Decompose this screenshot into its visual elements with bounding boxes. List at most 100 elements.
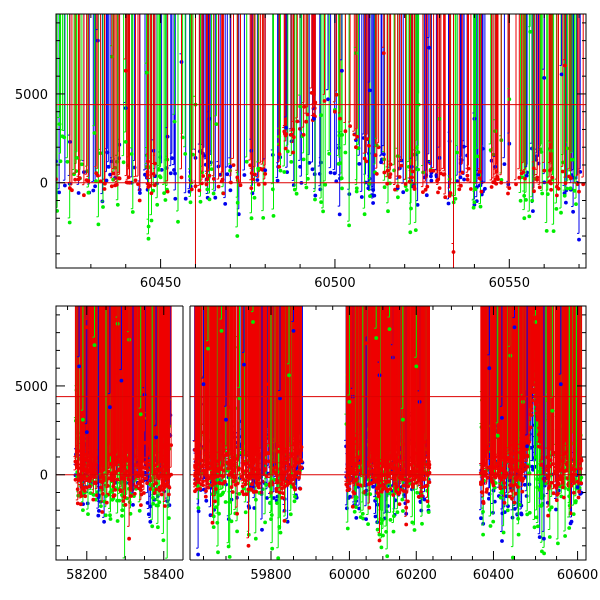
red-noise-point [367, 14, 371, 148]
red-noise-point [126, 14, 131, 180]
red-noise-point [98, 306, 103, 484]
red-noise-point [253, 14, 257, 177]
red-noise-point [106, 306, 111, 474]
green-noise-point [530, 14, 535, 203]
green-noise-point [156, 14, 161, 172]
red-noise-point [112, 306, 117, 461]
red-noise-point [468, 14, 473, 191]
red-noise-point [166, 306, 171, 497]
red-noise-point [133, 306, 138, 459]
green-noise-point [337, 14, 342, 138]
red-data-point [395, 14, 400, 189]
red-noise-point [88, 306, 93, 472]
red-data-point [277, 14, 282, 169]
red-noise-point [348, 14, 352, 128]
red-noise-point [457, 14, 462, 192]
red-noise-point [114, 14, 119, 187]
green-noise-point [163, 14, 168, 202]
blue-data-point [458, 14, 463, 180]
red-data-point [322, 14, 327, 103]
green-noise-point [96, 14, 101, 227]
red-noise-point [228, 14, 233, 185]
green-noise-point [321, 14, 325, 214]
red-noise-point [199, 306, 204, 469]
red-noise-point [194, 306, 199, 492]
red-noise-point [428, 14, 433, 173]
red-noise-point [299, 306, 304, 463]
red-noise-point [145, 14, 150, 177]
green-data-point [528, 14, 533, 34]
red-noise-point [94, 14, 99, 176]
red-noise-point [208, 306, 213, 479]
green-noise-point [183, 14, 188, 156]
red-noise-point [260, 14, 265, 172]
red-noise-point [83, 306, 88, 499]
red-data-point [535, 14, 540, 180]
red-data-point [479, 14, 484, 194]
red-noise-point [205, 14, 210, 182]
blue-noise-point [91, 14, 96, 193]
green-noise-point [540, 14, 545, 196]
red-data-point [465, 14, 470, 178]
green-noise-point [188, 14, 192, 179]
green-data-point [256, 14, 261, 171]
x-tick-label: 58200 [66, 568, 107, 583]
blue-data-point [367, 14, 372, 93]
blue-data-point [427, 14, 431, 50]
x-tick-label: 60450 [140, 276, 181, 291]
green-noise-point [478, 14, 483, 209]
red-data-point [423, 14, 428, 192]
green-noise-point [471, 14, 476, 210]
red-noise-point [251, 14, 256, 182]
blue-data-point [524, 14, 529, 178]
green-data-point [144, 14, 149, 75]
green-data-point [455, 14, 459, 155]
y-tick-label: 0 [40, 177, 48, 192]
red-noise-point [201, 306, 205, 487]
red-noise-point [147, 306, 151, 467]
red-noise-point [448, 14, 453, 195]
blue-noise-point [242, 14, 247, 177]
red-data-point [81, 14, 86, 198]
red-noise-point [442, 14, 447, 177]
red-noise-point [388, 14, 393, 177]
red-noise-point [441, 14, 446, 177]
red-data-point [381, 14, 386, 55]
red-data-point [207, 14, 212, 178]
green-noise-point [198, 14, 203, 204]
blue-noise-point [502, 14, 507, 167]
red-noise-point [295, 14, 300, 124]
green-noise-point [544, 14, 549, 233]
red-noise-point [115, 306, 120, 463]
green-noise-point [155, 14, 160, 207]
blue-noise-point [357, 14, 362, 166]
blue-noise-point [429, 14, 434, 183]
red-data-point [137, 14, 142, 203]
blue-noise-point [62, 14, 67, 188]
red-noise-point [133, 14, 138, 183]
red-data-point [521, 14, 526, 175]
red-data-point [343, 14, 348, 134]
red-data-point [291, 14, 295, 155]
blue-noise-point [104, 14, 109, 183]
green-data-point [158, 14, 163, 180]
red-noise-point [109, 306, 114, 483]
red-noise-point [256, 306, 261, 482]
green-noise-point [115, 14, 120, 207]
x-tick-label: 60400 [473, 568, 514, 583]
red-data-point [301, 14, 306, 137]
green-noise-point [551, 14, 556, 234]
top-plot-area [56, 14, 586, 268]
green-data-point [570, 14, 574, 162]
y-tick-label: 5000 [15, 380, 48, 395]
green-noise-point [518, 14, 523, 203]
green-noise-point [323, 14, 328, 187]
red-noise-point [117, 14, 122, 181]
red-noise-point [73, 14, 78, 182]
green-noise-point [327, 14, 332, 156]
blue-noise-point [379, 14, 383, 165]
blue-noise-point [225, 14, 230, 177]
red-noise-point [556, 14, 561, 191]
green-noise-point [413, 14, 418, 233]
green-noise-point [475, 14, 480, 159]
